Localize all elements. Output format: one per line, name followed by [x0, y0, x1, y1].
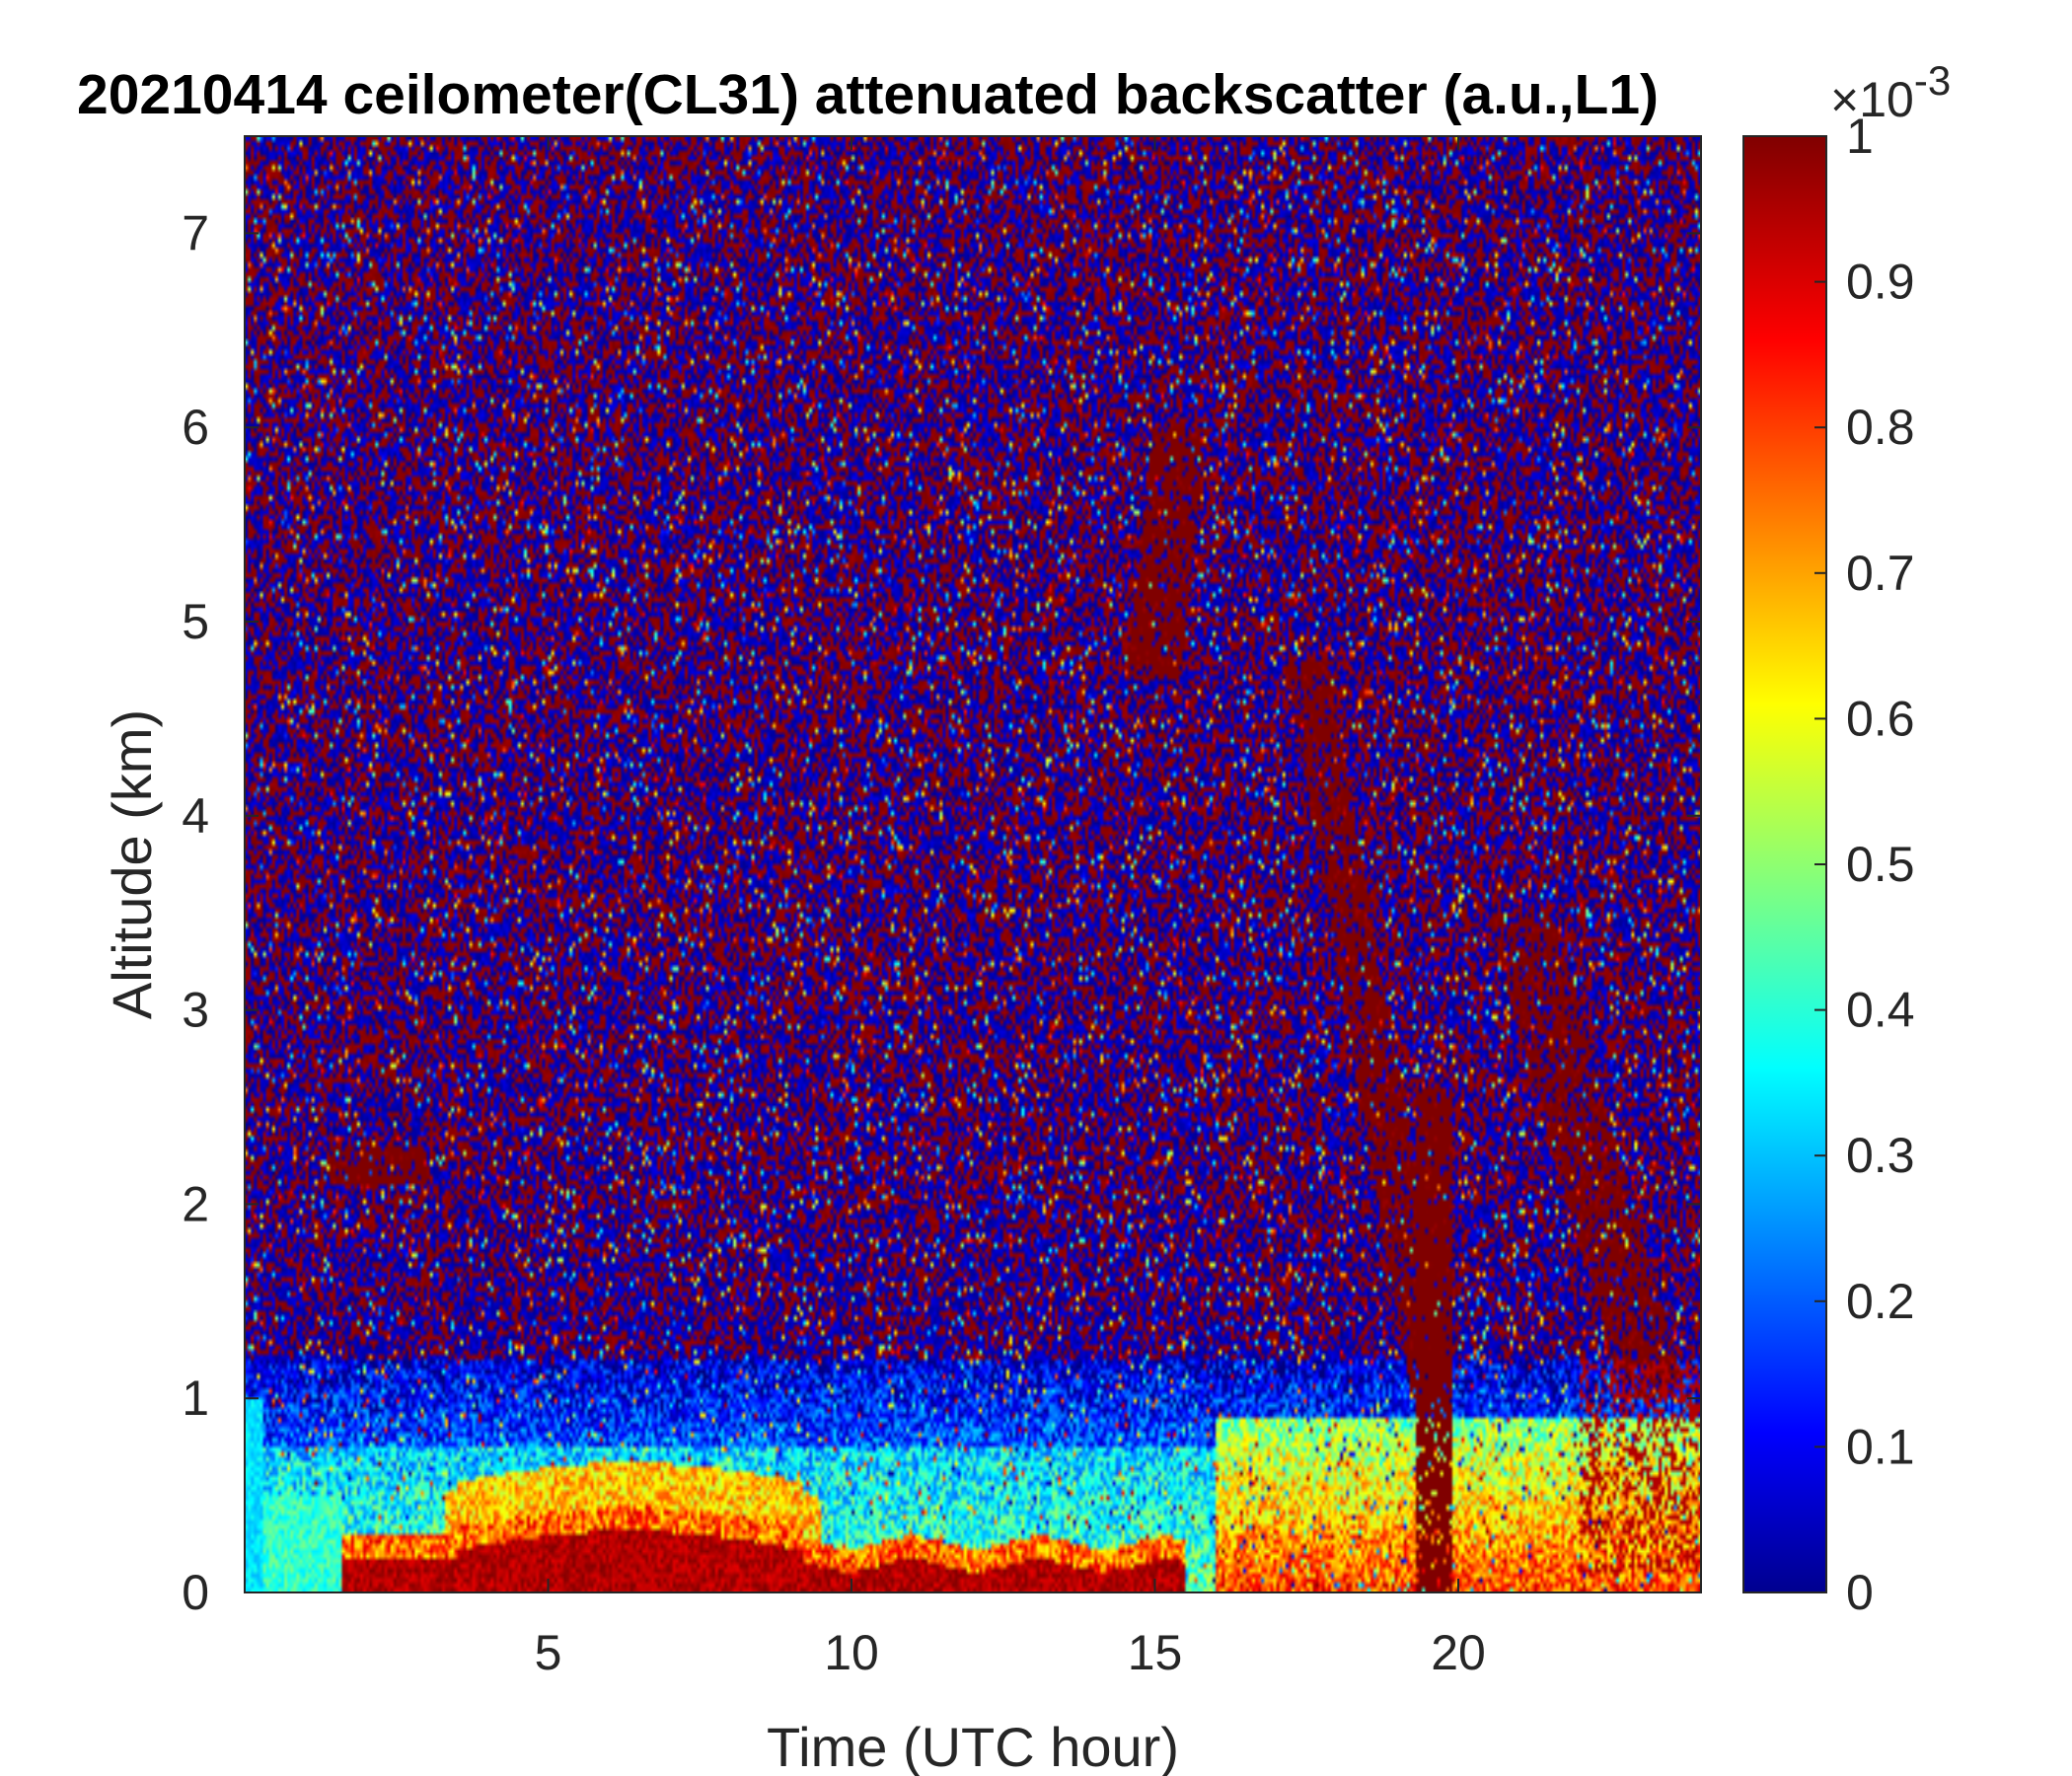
y-tick-label: 2 — [182, 1176, 209, 1231]
heatmap-image — [245, 136, 1701, 1592]
x-tick-label: 20 — [1431, 1625, 1486, 1680]
colorbar-tick-label: 1 — [1846, 109, 1874, 164]
colorbar-tick-label: 0.6 — [1846, 691, 1915, 746]
colorbar-exponent-base: ×10 — [1830, 72, 1914, 127]
y-tick-label: 0 — [182, 1565, 209, 1620]
colorbar-exponent: ×10-3 — [1830, 57, 1951, 127]
y-tick-label: 1 — [182, 1370, 209, 1426]
y-tick-label: 6 — [182, 400, 209, 455]
plot-frame — [244, 135, 1702, 1593]
y-axis-label: Altitude (km) — [101, 709, 163, 1019]
colorbar-exponent-power: -3 — [1914, 57, 1951, 104]
x-axis-label: Time (UTC hour) — [767, 1716, 1179, 1776]
x-axis: 5 10 15 20 — [535, 136, 1486, 1680]
x-tick-label: 15 — [1128, 1625, 1183, 1680]
x-tick-label: 5 — [535, 1625, 562, 1680]
colorbar-tick-label: 0.3 — [1846, 1128, 1915, 1183]
chart-title: 20210414 ceilometer(CL31) attenuated bac… — [77, 63, 1659, 126]
colorbar-tick-label: 0.5 — [1846, 837, 1915, 892]
colorbar-tick-label: 0 — [1846, 1565, 1874, 1620]
colorbar-tick-label: 0.1 — [1846, 1419, 1915, 1474]
heatmap-feature-elevated-layer — [330, 1146, 426, 1184]
colorbar-gradient — [1743, 136, 1826, 1592]
y-tick-label: 3 — [182, 983, 209, 1038]
colorbar-tick-label: 0.7 — [1846, 546, 1915, 601]
x-tick-label: 10 — [824, 1625, 879, 1680]
colorbar-tick-label: 0.9 — [1846, 255, 1915, 310]
colorbar-tick-label: 0.2 — [1846, 1274, 1915, 1329]
heatmap-plot-area — [244, 135, 1702, 1593]
colorbar: 0 0.1 0.2 0.3 0.4 0.5 0.6 0.7 0.8 0.9 1 ×10-3 — [1742, 57, 1951, 1620]
heatmap-cells — [245, 136, 1701, 1592]
heatmap-feature-mixed-layer — [245, 1446, 1701, 1592]
y-axis: 0 1 2 3 4 5 6 7 — [182, 205, 1701, 1620]
heatmap-feature-precipitation — [1422, 1107, 1446, 1592]
colorbar-ticks: 0 0.1 0.2 0.3 0.4 0.5 0.6 0.7 0.8 0.9 1 — [1814, 109, 1915, 1620]
y-tick-label: 5 — [182, 594, 209, 649]
y-tick-label: 7 — [182, 205, 209, 260]
y-tick-label: 4 — [182, 788, 209, 844]
heatmap-feature-cloud-fall-streak — [1125, 427, 1216, 660]
colorbar-tick-label: 0.8 — [1846, 400, 1915, 455]
colorbar-tick-label: 0.4 — [1846, 983, 1915, 1038]
